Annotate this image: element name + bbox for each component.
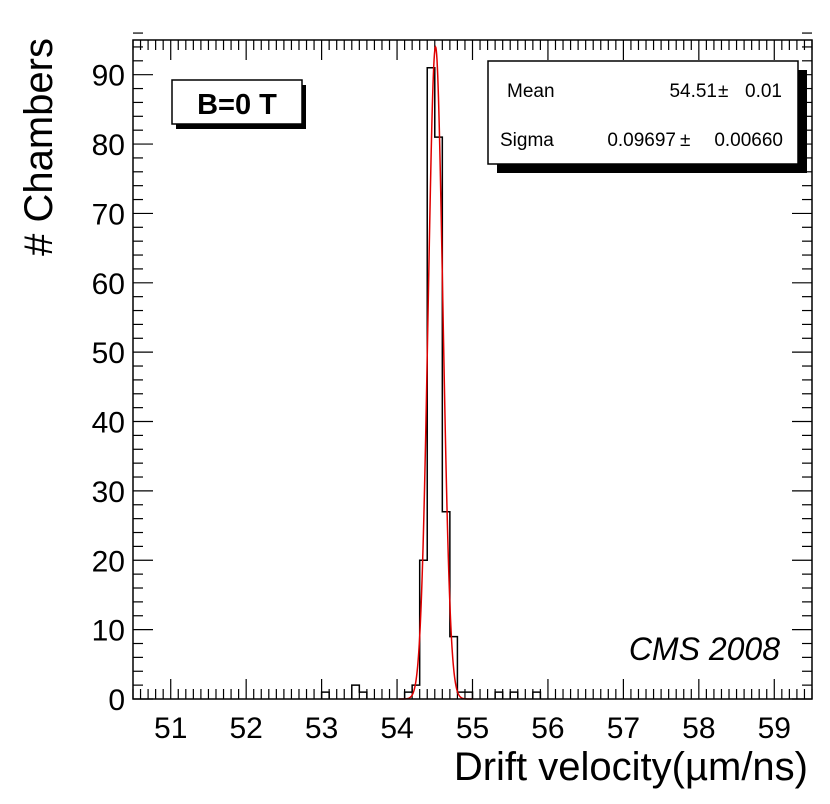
y-tick-label: 40: [92, 407, 125, 440]
x-axis-title: Drift velocity(µm/ns): [454, 745, 808, 789]
y-tick-label: 10: [92, 615, 125, 648]
x-tick-label: 52: [229, 712, 262, 745]
x-tick-label: 58: [682, 712, 715, 745]
stats-sigma-label: Sigma: [500, 130, 554, 151]
x-tick-label: 57: [607, 712, 640, 745]
gaussian-fit-curve: [398, 45, 473, 700]
x-tick-label: 54: [380, 712, 413, 745]
stats-mean-label: Mean: [507, 81, 555, 102]
stats-sigma-error: 0.00660: [714, 130, 783, 151]
x-tick-label: 56: [531, 712, 564, 745]
y-tick-label: 90: [92, 60, 125, 93]
y-tick-label: 20: [92, 545, 125, 578]
stats-mean-pm: ±: [718, 81, 728, 102]
cms-annotation: CMS 2008: [629, 631, 780, 667]
axis-ticks: [132, 32, 813, 700]
field-label-box: B=0 T: [171, 79, 306, 129]
histogram-line: [320, 66, 542, 699]
stats-mean-error: 0.01: [745, 81, 782, 102]
stats-mean-value: 54.51: [669, 81, 717, 102]
stats-box: Mean 54.51 ± 0.01 Sigma 0.09697 ± 0.0066…: [487, 60, 807, 173]
field-label: B=0 T: [197, 89, 277, 121]
y-tick-label: 0: [108, 684, 125, 717]
x-tick-labels: 51 52 53 54 55 56 57 58 59: [154, 712, 791, 745]
y-tick-label: 60: [92, 268, 125, 301]
x-tick-label: 53: [305, 712, 338, 745]
x-tick-label: 55: [456, 712, 489, 745]
y-axis-title: # Chambers: [17, 38, 61, 256]
x-tick-label: 59: [758, 712, 791, 745]
plot-frame: [132, 39, 813, 700]
stats-sigma-value: 0.09697: [607, 130, 676, 151]
stats-sigma-pm: ±: [680, 130, 690, 151]
y-tick-label: 80: [92, 129, 125, 162]
y-tick-label: 70: [92, 198, 125, 231]
y-tick-labels: 0 10 20 30 40 50 60 70 80 90: [92, 60, 125, 717]
y-tick-label: 50: [92, 337, 125, 370]
y-tick-label: 30: [92, 476, 125, 509]
x-tick-label: 51: [154, 712, 187, 745]
